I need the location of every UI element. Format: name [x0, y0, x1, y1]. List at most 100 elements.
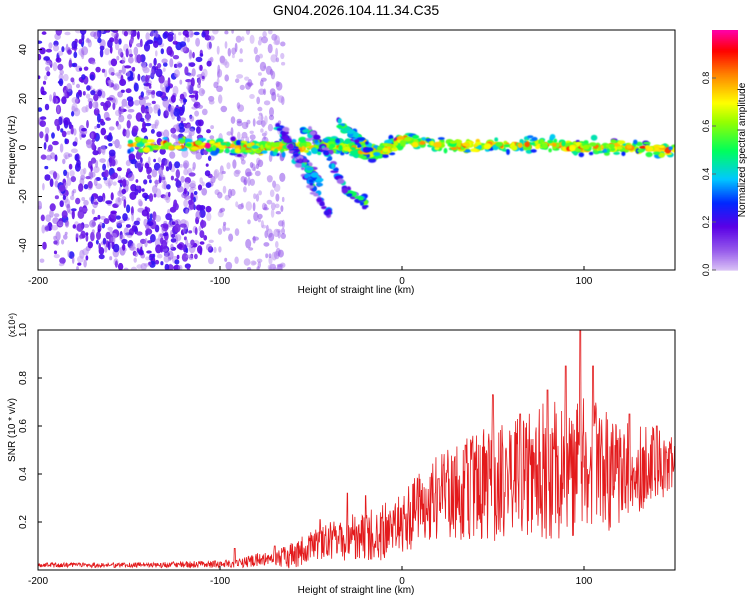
noise-blob [73, 128, 77, 136]
track-blob [411, 141, 419, 148]
noise-blob [51, 224, 59, 231]
track-blob [311, 147, 317, 153]
noise-blob [257, 218, 261, 223]
noise-blob [38, 205, 42, 210]
noise-blob [192, 51, 195, 59]
track-blob [668, 146, 673, 150]
noise-blob [201, 108, 208, 116]
noise-blob [116, 167, 122, 172]
noise-blob [171, 221, 176, 226]
noise-blob [167, 33, 174, 42]
track-blob [573, 151, 578, 156]
noise-blob [45, 48, 53, 53]
noise-blob [74, 154, 78, 161]
noise-blob [126, 234, 133, 238]
noise-blob [170, 127, 177, 134]
noise-blob [82, 91, 86, 96]
track-blob [391, 147, 398, 152]
colorbar-segment [712, 258, 738, 261]
noise-blob [224, 257, 228, 262]
noise-blob [165, 106, 170, 117]
noise-blob [140, 246, 143, 255]
colorbar-ticks: 0.0 0.2 0.4 0.6 0.8 [701, 72, 716, 276]
noise-blob [268, 114, 275, 121]
noise-blob [88, 100, 93, 110]
noise-blob [165, 87, 170, 93]
noise-blob [43, 75, 48, 81]
noise-blob [197, 104, 204, 109]
heatmap-x-tick-label: 0 [399, 276, 405, 287]
noise-blob [195, 210, 201, 220]
heatmap-frame [37, 29, 676, 271]
noise-blob [70, 77, 75, 83]
noise-blob [159, 148, 166, 155]
noise-blob [209, 135, 215, 140]
track-blob [281, 151, 286, 158]
noise-blob [107, 241, 111, 251]
colorbar-tick-label: 0.4 [701, 168, 711, 181]
noise-blob [268, 232, 275, 242]
noise-blob [85, 176, 91, 180]
noise-blob [70, 176, 77, 183]
colorbar-segment [712, 142, 738, 145]
noise-blob [132, 125, 139, 133]
noise-blob [45, 154, 53, 161]
noise-blob [130, 266, 137, 270]
track-blob [321, 147, 329, 151]
noise-blob [52, 171, 58, 180]
noise-blob [156, 131, 162, 138]
track-blob [561, 140, 566, 147]
noise-blob [155, 90, 163, 97]
colorbar-segment [712, 238, 738, 241]
noise-blob [97, 214, 101, 220]
noise-blob [71, 208, 77, 212]
noise-blob [249, 134, 256, 141]
noise-blob [134, 188, 139, 196]
noise-blob [121, 56, 126, 64]
track-blob [251, 145, 259, 150]
noise-blob [195, 151, 203, 160]
snr-panel: -200 -100 0 100 0.2 0.4 0.6 0.8 1.0 Height of s… [7, 313, 676, 596]
track-blob [506, 149, 510, 155]
track-blob [575, 139, 580, 143]
colorbar-segment [712, 42, 738, 45]
track-blob [127, 139, 133, 144]
noise-blob [264, 115, 268, 125]
noise-blob [123, 199, 127, 209]
noise-blob [83, 66, 89, 71]
colorbar-segment [712, 206, 738, 209]
noise-blob [247, 267, 252, 270]
noise-blob [174, 135, 178, 140]
colorbar-segment [712, 214, 738, 217]
noise-blob [174, 161, 181, 169]
track-blob [419, 140, 426, 145]
noise-blob [117, 262, 124, 270]
colorbar-segment [712, 218, 738, 221]
noise-blob [127, 56, 134, 64]
noise-blob [166, 184, 171, 190]
noise-blob [264, 130, 268, 136]
noise-blob [224, 41, 228, 49]
track-blob [298, 158, 303, 163]
track-blob [287, 144, 295, 150]
track-blob [310, 172, 319, 178]
colorbar-segment [712, 76, 738, 79]
track-blob [246, 143, 252, 148]
track-blob [576, 142, 581, 147]
noise-blob [46, 71, 51, 77]
track-blob [588, 142, 597, 147]
colorbar-segment [712, 260, 738, 263]
noise-blob [277, 95, 284, 103]
colorbar-segment [712, 202, 738, 205]
noise-blob [145, 74, 149, 83]
noise-blob [161, 239, 168, 250]
noise-blob [193, 196, 196, 203]
noise-blob [53, 213, 60, 218]
noise-blob [66, 83, 73, 93]
track-blob [205, 142, 211, 149]
noise-blob [163, 195, 169, 201]
noise-blob [213, 246, 217, 253]
noise-blob [58, 78, 64, 87]
noise-blob [68, 59, 73, 68]
noise-blob [93, 31, 100, 40]
